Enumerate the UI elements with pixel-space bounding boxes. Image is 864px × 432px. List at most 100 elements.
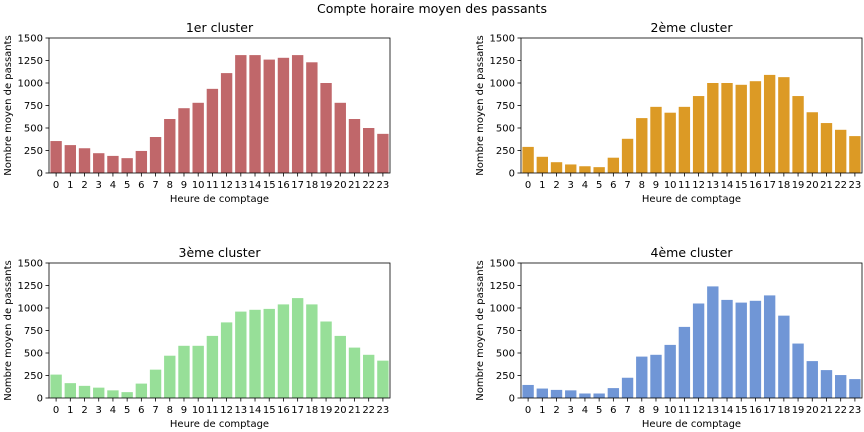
x-tick-label: 16 [749,180,762,191]
x-tick-label: 13 [234,405,247,416]
y-tick-label: 750 [496,101,515,112]
x-tick-label: 1 [67,180,73,191]
x-tick-label: 17 [763,405,776,416]
x-tick-label: 18 [305,405,318,416]
y-tick-label: 500 [24,349,43,360]
x-tick-label: 8 [167,180,173,191]
bar-hour-14 [721,299,733,398]
bar-hour-2 [78,385,91,398]
y-tick-label: 250 [496,146,515,157]
bar-hour-0 [50,141,62,173]
bar-hour-17 [291,298,304,398]
x-axis-label: Heure de comptage [170,419,269,430]
x-tick-label: 5 [596,180,602,191]
bar-hour-6 [607,388,620,398]
y-tick-label: 250 [496,371,515,382]
x-tick-label: 18 [305,180,318,191]
y-tick-label: 0 [37,169,43,180]
bar-hour-4 [579,393,591,398]
bar-hour-11 [678,106,691,173]
bar-hour-19 [792,96,804,173]
bar-hour-23 [377,360,389,398]
bar-hour-21 [348,347,361,398]
chart-panel-3: 3ème cluster Nombre moyen de passants He… [3,245,391,430]
bar-hour-11 [206,88,219,173]
x-tick-label: 17 [291,405,304,416]
bars-group [522,286,861,398]
x-tick-label: 21 [348,180,361,191]
x-tick-label: 19 [792,180,805,191]
bar-hour-6 [135,383,148,398]
bar-hour-2 [550,162,563,173]
bar-hour-14 [249,309,261,398]
bar-hour-12 [220,322,233,398]
y-tick-label: 1000 [18,304,43,315]
x-tick-label: 6 [138,405,144,416]
x-tick-label: 15 [735,180,748,191]
x-tick-label: 20 [334,405,347,416]
plot-frame [520,262,863,399]
bar-hour-20 [334,335,346,398]
y-tick-label: 0 [509,169,515,180]
x-tick-label: 7 [152,405,158,416]
x-tick-label: 14 [721,405,734,416]
y-tick-label: 500 [496,124,515,135]
bar-hour-3 [565,390,577,398]
x-tick-label: 7 [624,405,630,416]
bar-hour-18 [306,304,318,398]
x-tick-label: 18 [777,180,790,191]
bar-hour-5 [121,392,133,398]
y-tick-label: 500 [496,349,515,360]
x-tick-label: 2 [553,180,559,191]
x-tick-label: 21 [820,180,833,191]
x-tick-label: 20 [806,180,819,191]
plot-frame [48,262,391,399]
bar-hour-8 [636,356,648,398]
x-tick-label: 4 [582,180,588,191]
y-tick-label: 1000 [490,79,515,90]
bar-hour-16 [749,300,762,398]
x-axis-label: Heure de comptage [170,194,269,205]
bar-hour-20 [334,102,346,173]
bar-hour-11 [206,335,219,398]
bar-hour-1 [536,156,548,173]
y-tick-label: 1250 [18,281,43,292]
y-tick-label: 1500 [18,259,43,270]
bar-hour-23 [849,136,861,173]
x-tick-label: 17 [291,180,304,191]
x-tick-label: 19 [320,405,333,416]
chart-panel-4: 4ème cluster Nombre moyen de passants He… [475,245,863,430]
bar-hour-0 [522,146,534,173]
bar-hour-13 [707,286,719,398]
y-tick-label: 0 [509,394,515,405]
y-tick-label: 1500 [490,259,515,270]
x-tick-label: 13 [706,180,719,191]
y-tick-label: 250 [24,371,43,382]
bar-hour-21 [820,123,833,173]
plot-frame [520,37,863,174]
bar-hour-19 [792,343,804,398]
bar-hour-15 [263,59,275,173]
x-tick-label: 1 [539,180,545,191]
bar-hour-9 [650,354,662,398]
x-tick-label: 11 [678,405,691,416]
bar-hour-19 [320,83,332,173]
bar-hour-15 [735,302,747,398]
x-tick-label: 6 [610,180,616,191]
bar-hour-17 [763,295,776,398]
y-ticks-group: 0 250 500 750 1000 1250 1500 [490,34,521,180]
x-tick-label: 13 [706,405,719,416]
x-tick-label: 3 [568,405,574,416]
panel-title: 4ème cluster [651,245,734,260]
y-axis-label: Nombre moyen de passants [475,35,486,176]
bar-hour-4 [107,390,119,398]
bar-hour-4 [107,155,119,173]
x-tick-label: 19 [792,405,805,416]
x-ticks-group: 0 1 2 3 4 5 6 7 8 9 10 11 12 13 14 15 16 17 18 19 20 21 22 23 [53,398,389,416]
x-tick-label: 8 [639,405,645,416]
bar-hour-18 [306,62,318,173]
bar-hour-17 [291,55,304,173]
bar-hour-7 [149,137,162,173]
y-axis-label: Nombre moyen de passants [3,35,14,176]
bar-hour-3 [93,387,105,398]
